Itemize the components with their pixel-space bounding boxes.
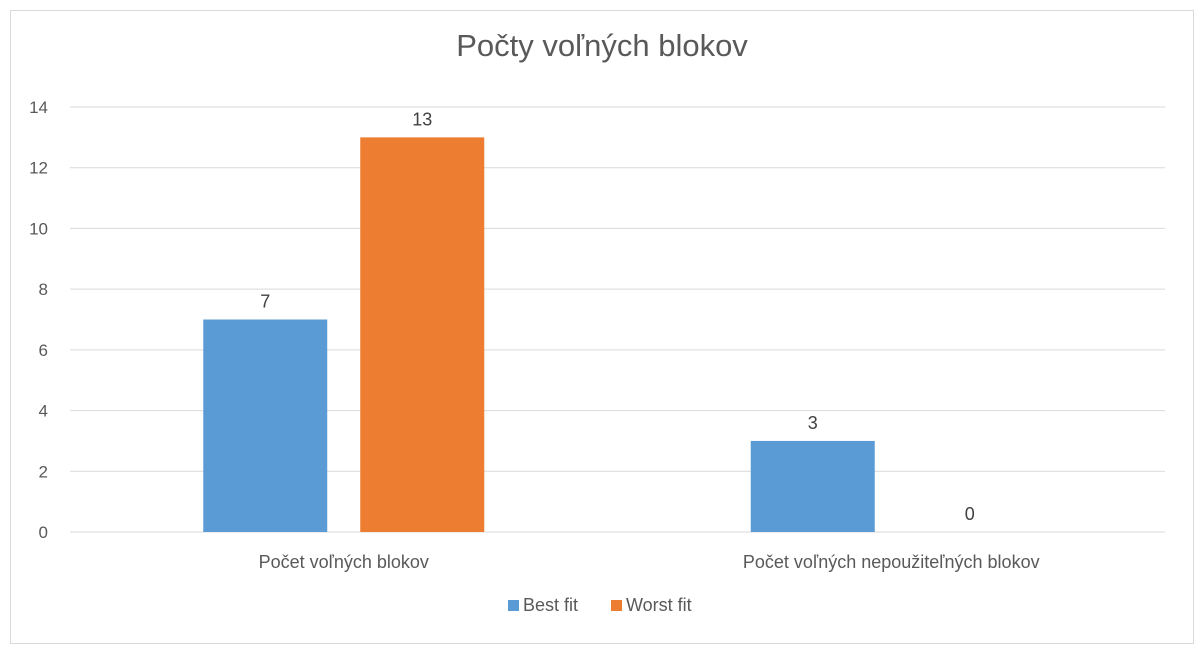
- category-labels: Počet voľných blokov Počet voľných nepouž…: [259, 552, 1040, 572]
- legend: Best fit Worst fit: [508, 595, 692, 615]
- y-tick-label: 8: [39, 280, 48, 299]
- legend-swatch: [508, 600, 519, 611]
- data-label: 7: [260, 292, 270, 312]
- bar-worst-fit: [360, 137, 485, 532]
- bar-best-fit: [203, 319, 328, 532]
- data-labels: 7 13 3 0: [260, 109, 975, 524]
- bar-best-fit: [750, 440, 875, 532]
- y-tick-label: 10: [29, 219, 48, 238]
- legend-label: Best fit: [523, 595, 578, 615]
- data-label: 3: [808, 413, 818, 433]
- x-category-label: Počet voľných nepoužiteľných blokov: [743, 552, 1040, 572]
- chart-title: Počty voľných blokov: [456, 28, 748, 63]
- data-label: 0: [965, 504, 975, 524]
- y-tick-label: 12: [29, 159, 48, 178]
- x-category-label: Počet voľných blokov: [259, 552, 429, 572]
- legend-label: Worst fit: [626, 595, 692, 615]
- y-tick-label: 14: [29, 98, 48, 117]
- y-tick-label: 4: [39, 402, 48, 421]
- y-tick-label: 6: [39, 341, 48, 360]
- y-tick-label: 0: [39, 523, 48, 542]
- y-tick-label: 2: [39, 462, 48, 481]
- legend-swatch: [611, 600, 622, 611]
- y-axis-ticks: 0 2 4 6 8 10 12 14: [29, 98, 48, 542]
- data-label: 13: [412, 109, 432, 129]
- bars: [203, 137, 875, 532]
